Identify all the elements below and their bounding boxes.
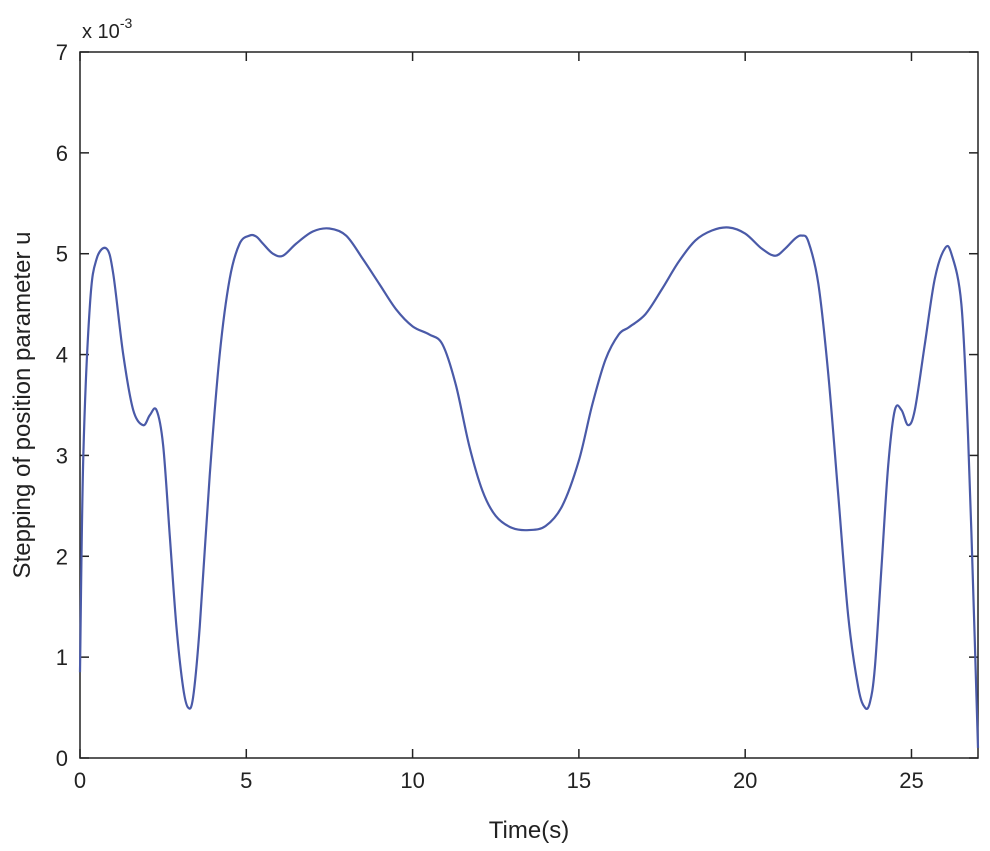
y-tick-label: 7 — [56, 40, 68, 65]
y-axis-multiplier: x 10-3 — [82, 15, 132, 43]
x-tick-label: 20 — [733, 768, 757, 793]
x-tick-label: 5 — [240, 768, 252, 793]
y-tick-label: 3 — [56, 443, 68, 468]
y-multiplier-base: x 10 — [82, 21, 120, 43]
y-tick-label: 5 — [56, 242, 68, 267]
y-axis-ticks: 0 1 2 3 4 5 6 7 — [56, 40, 978, 771]
x-tick-label: 25 — [899, 768, 923, 793]
x-axis-ticks: 0 5 10 15 20 25 — [74, 52, 924, 793]
x-tick-label: 15 — [567, 768, 591, 793]
plot-area — [79, 51, 979, 759]
x-tick-label: 10 — [400, 768, 424, 793]
series-line — [78, 226, 980, 748]
y-tick-label: 4 — [56, 343, 68, 368]
x-axis-title: Time(s) — [489, 817, 569, 844]
y-multiplier-exponent: -3 — [120, 15, 133, 31]
y-tick-label: 1 — [56, 645, 68, 670]
y-tick-label: 6 — [56, 141, 68, 166]
y-axis-title: Stepping of position parameter u — [9, 232, 36, 579]
x-tick-label: 0 — [74, 768, 86, 793]
y-tick-label: 0 — [56, 746, 68, 771]
y-tick-label: 2 — [56, 544, 68, 569]
